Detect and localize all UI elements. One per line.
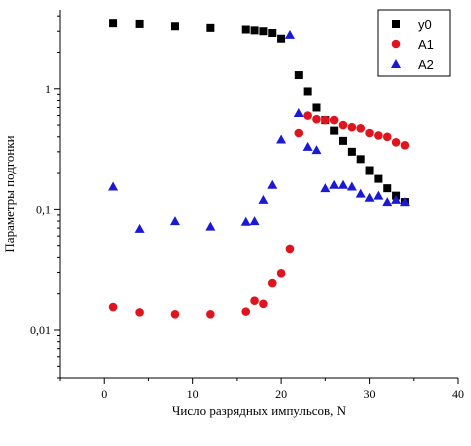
data-point-A2 bbox=[329, 179, 340, 189]
data-point-A2 bbox=[364, 192, 375, 202]
data-point-A2 bbox=[134, 223, 145, 233]
data-point-A2 bbox=[169, 216, 180, 226]
data-point-A2 bbox=[258, 194, 269, 204]
data-point-A1 bbox=[321, 115, 330, 125]
legend-box bbox=[377, 9, 451, 77]
legend-marker-A1 bbox=[391, 39, 401, 49]
legend-marker-A2 bbox=[391, 59, 401, 68]
data-point-A1 bbox=[294, 128, 304, 138]
data-point-y0 bbox=[303, 87, 312, 96]
data-point-A1 bbox=[382, 132, 392, 142]
data-point-A2 bbox=[267, 179, 278, 189]
x-axis-title: Число разрядных импульсов, N bbox=[172, 403, 347, 418]
ticks: 0 10 20 30 40 0,01 0,1 1 bbox=[30, 15, 464, 401]
data-point-A2 bbox=[346, 181, 357, 191]
data-point-A1 bbox=[241, 307, 251, 316]
data-point-A1 bbox=[400, 140, 410, 150]
y-tick-label: 1 bbox=[45, 82, 51, 96]
legend-label-A2: A2 bbox=[418, 57, 434, 72]
data-point-A2 bbox=[302, 141, 313, 151]
data-point-y0 bbox=[135, 19, 144, 28]
data-point-A2 bbox=[240, 216, 251, 226]
data-point-A1 bbox=[338, 120, 348, 130]
data-point-A1 bbox=[329, 115, 339, 125]
data-point-A2 bbox=[399, 197, 410, 207]
data-point-y0 bbox=[383, 184, 392, 193]
data-point-A1 bbox=[374, 131, 383, 140]
data-point-A2 bbox=[382, 197, 393, 207]
data-point-y0 bbox=[365, 166, 374, 175]
data-point-A1 bbox=[276, 269, 286, 278]
data-point-A1 bbox=[356, 124, 366, 133]
data-point-A2 bbox=[355, 188, 366, 198]
data-point-y0 bbox=[206, 23, 215, 32]
data-point-A2 bbox=[338, 179, 349, 189]
data-point-A1 bbox=[250, 296, 259, 305]
data-point-A1 bbox=[312, 114, 321, 124]
data-point-A1 bbox=[135, 308, 144, 317]
legend-label-A1: A1 bbox=[418, 37, 434, 52]
data-point-y0 bbox=[109, 19, 118, 28]
data-point-y0 bbox=[250, 26, 259, 35]
x-tick-label: 10 bbox=[187, 387, 199, 401]
data-point-A1 bbox=[365, 128, 374, 138]
data-point-A2 bbox=[320, 183, 331, 193]
data-point-A1 bbox=[267, 278, 277, 288]
data-point-A2 bbox=[284, 29, 295, 39]
data-point-A1 bbox=[259, 299, 268, 309]
data-point-A2 bbox=[373, 190, 384, 200]
data-point-A1 bbox=[303, 111, 312, 120]
data-point-A1 bbox=[347, 122, 357, 132]
data-point-y0 bbox=[268, 29, 277, 38]
data-point-A1 bbox=[108, 302, 118, 312]
y-tick-label: 0,1 bbox=[36, 202, 51, 216]
axes bbox=[59, 10, 458, 379]
data-point-A2 bbox=[108, 181, 119, 191]
data-point-A1 bbox=[170, 309, 180, 319]
data-point-y0 bbox=[374, 174, 383, 183]
data-point-A2 bbox=[276, 134, 287, 144]
data-point-A1 bbox=[391, 137, 401, 147]
legend: y0 A1 A2 bbox=[377, 9, 451, 77]
data-point-y0 bbox=[294, 71, 303, 80]
data-point-y0 bbox=[312, 103, 321, 112]
data-point-A2 bbox=[249, 216, 260, 226]
data-point-A2 bbox=[205, 221, 216, 231]
data-points bbox=[108, 19, 410, 319]
legend-label-y0: y0 bbox=[418, 17, 432, 32]
data-point-y0 bbox=[277, 34, 286, 43]
data-point-y0 bbox=[339, 136, 348, 145]
y-axis-title: Параметры подгонки bbox=[2, 135, 17, 252]
x-tick-label: 0 bbox=[101, 387, 107, 401]
data-point-y0 bbox=[347, 147, 356, 156]
data-point-y0 bbox=[241, 25, 250, 34]
y-tick-label: 0,01 bbox=[30, 323, 51, 337]
legend-marker-y0 bbox=[392, 20, 400, 28]
data-point-A1 bbox=[285, 244, 295, 254]
data-point-A2 bbox=[311, 145, 322, 155]
x-tick-label: 40 bbox=[452, 387, 464, 401]
data-point-A1 bbox=[206, 309, 215, 319]
data-point-A2 bbox=[391, 194, 402, 204]
data-point-y0 bbox=[356, 155, 365, 164]
data-point-y0 bbox=[259, 27, 268, 36]
data-point-y0 bbox=[330, 126, 339, 135]
x-tick-label: 20 bbox=[275, 387, 287, 401]
data-point-y0 bbox=[170, 22, 179, 31]
x-tick-label: 30 bbox=[364, 387, 376, 401]
data-point-A2 bbox=[293, 107, 304, 117]
